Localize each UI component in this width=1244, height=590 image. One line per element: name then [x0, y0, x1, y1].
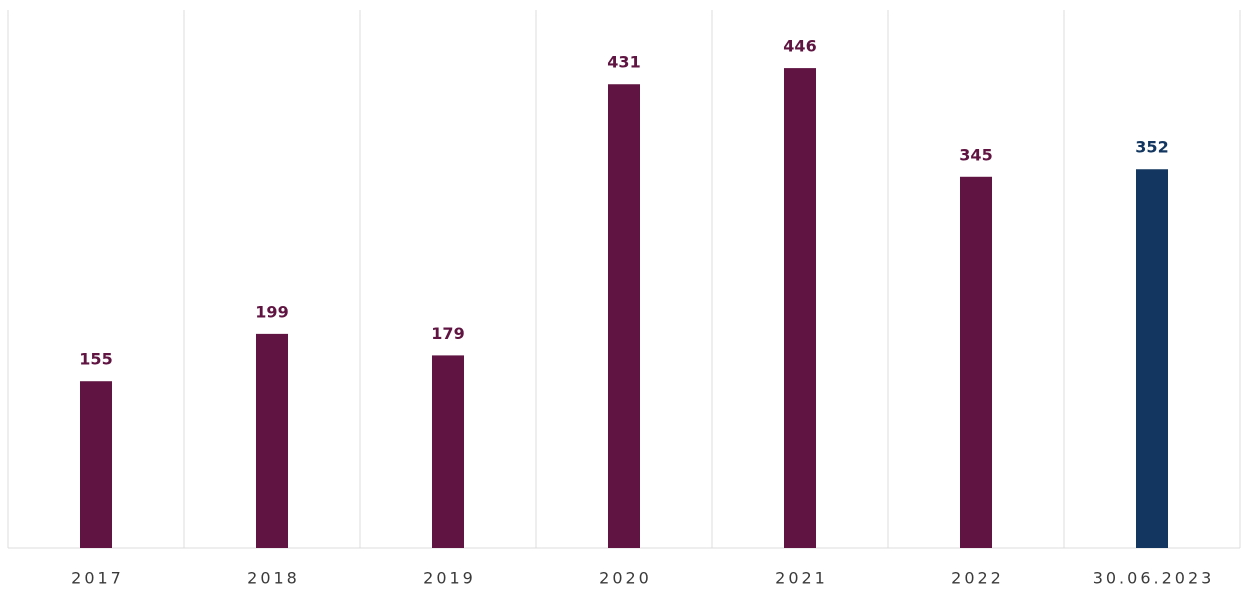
x-tick-label: 2018	[247, 569, 300, 588]
bar	[960, 176, 992, 548]
x-tick-label: 30.06.2023	[1093, 569, 1215, 588]
value-label: 179	[431, 324, 464, 343]
bar	[432, 355, 464, 548]
value-label: 199	[255, 302, 288, 321]
x-tick-label: 2021	[775, 569, 828, 588]
x-tick-label: 2017	[71, 569, 124, 588]
value-label: 446	[783, 37, 816, 56]
value-label: 155	[79, 350, 112, 369]
value-label: 431	[607, 53, 640, 72]
value-label: 352	[1135, 138, 1168, 157]
bar	[80, 381, 112, 548]
x-tick-label: 2019	[423, 569, 476, 588]
bar	[608, 84, 640, 548]
x-tick-label: 2020	[599, 569, 652, 588]
bar	[256, 333, 288, 548]
x-tick-label: 2022	[951, 569, 1004, 588]
bar	[1136, 169, 1168, 549]
bar	[784, 68, 816, 548]
value-label: 345	[959, 145, 992, 164]
